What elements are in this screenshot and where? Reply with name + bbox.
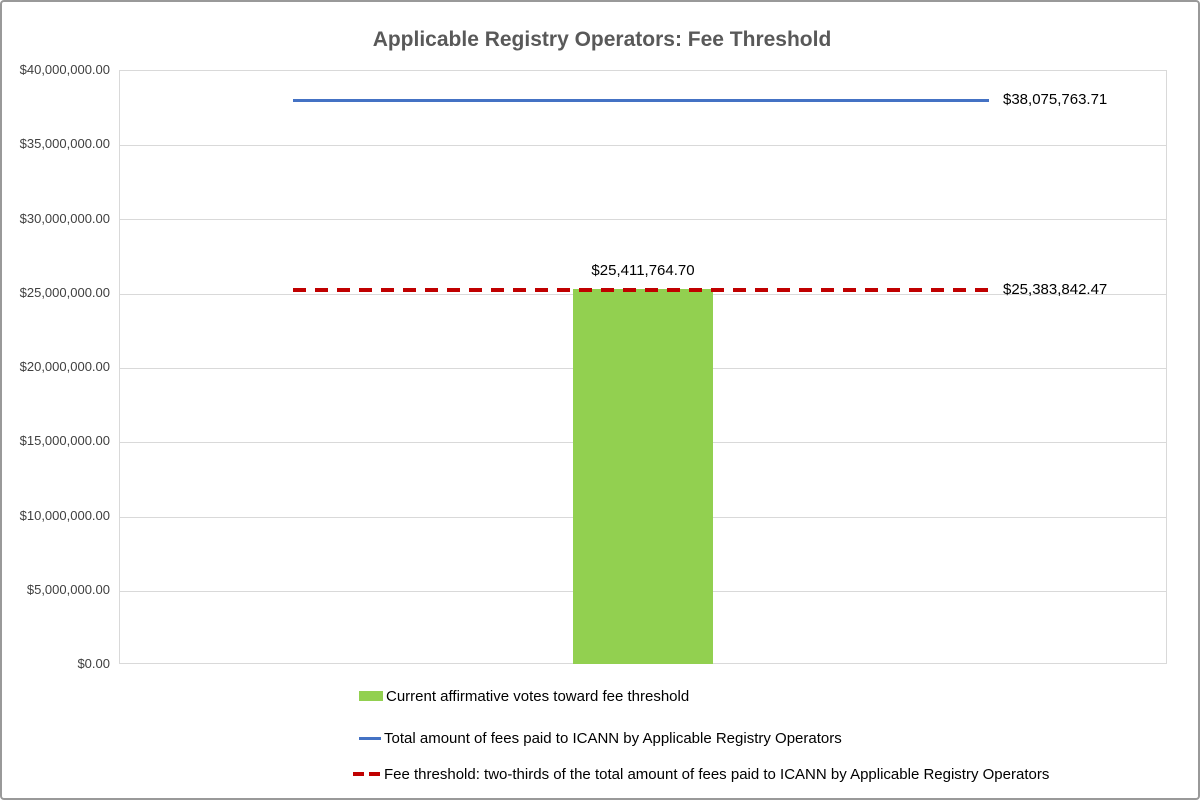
y-axis-tick-label: $10,000,000.00 bbox=[19, 508, 110, 523]
total-fees-line bbox=[293, 99, 989, 102]
chart-title: Applicable Registry Operators: Fee Thres… bbox=[372, 28, 832, 51]
fee-threshold-line bbox=[293, 288, 989, 292]
y-axis-tick-label: $20,000,000.00 bbox=[19, 359, 110, 374]
bar-current-affirmative-votes bbox=[573, 289, 713, 664]
y-axis-tick-label: $5,000,000.00 bbox=[26, 582, 110, 597]
fee-threshold-data-label: $25,383,842.47 bbox=[1003, 281, 1108, 298]
legend-label: Current affirmative votes toward fee thr… bbox=[386, 687, 690, 705]
y-axis-tick-label: $35,000,000.00 bbox=[19, 136, 110, 151]
y-axis-tick-label: $25,000,000.00 bbox=[19, 285, 110, 300]
y-axis-tick-label: $30,000,000.00 bbox=[19, 211, 110, 226]
gridline bbox=[120, 145, 1166, 146]
plot-area: $25,411,764.70 $38,075,763.71 $25,383,84… bbox=[119, 70, 1167, 664]
bar-data-label: $25,411,764.70 bbox=[591, 262, 695, 279]
legend-item-total-fees: Total amount of fees paid to ICANN by Ap… bbox=[359, 729, 842, 747]
gridline bbox=[120, 219, 1166, 220]
legend-item-fee-threshold: Fee threshold: two-thirds of the total a… bbox=[353, 765, 1049, 783]
legend-swatch-line-icon bbox=[359, 736, 381, 740]
y-axis-tick-label: $15,000,000.00 bbox=[19, 433, 110, 448]
legend-label: Total amount of fees paid to ICANN by Ap… bbox=[384, 729, 842, 747]
y-axis-tick-label: $40,000,000.00 bbox=[19, 62, 110, 77]
legend-label: Fee threshold: two-thirds of the total a… bbox=[384, 765, 1050, 783]
total-fees-data-label: $38,075,763.71 bbox=[1003, 91, 1108, 108]
legend-swatch-bar-icon bbox=[359, 691, 383, 701]
legend-item-current-votes: Current affirmative votes toward fee thr… bbox=[359, 687, 689, 705]
legend-swatch-dashed-line-icon bbox=[353, 772, 381, 776]
y-axis-tick-label: $0.00 bbox=[77, 656, 110, 671]
